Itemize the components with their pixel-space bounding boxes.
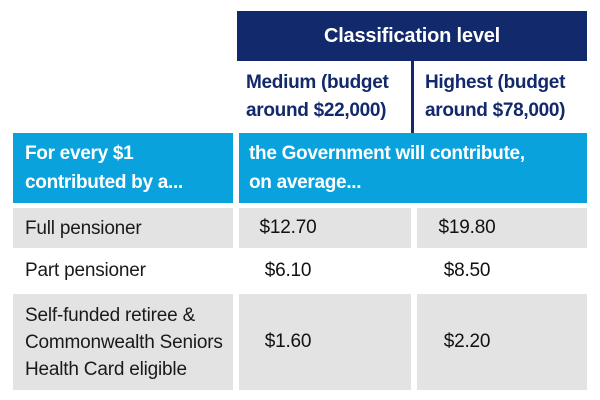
row-label: Part pensioner: [25, 260, 146, 281]
value-part-pensioner-medium: $6.10: [239, 252, 411, 289]
value-text: $6.10: [264, 259, 312, 281]
column-header-medium: Medium (budget around $22,000): [239, 61, 411, 133]
value-text: $1.60: [264, 331, 312, 352]
column-header-medium-line1: Medium (budget: [246, 72, 389, 93]
lead-row-right: the Government will contribute, on avera…: [239, 133, 587, 203]
lead-row-left-line1: For every $1: [25, 143, 134, 164]
lead-row-right-line2: on average...: [249, 172, 362, 193]
column-header-highest-line2: around $78,000): [425, 100, 566, 121]
row-label: Self-funded retiree & Commonwealth Senio…: [25, 304, 223, 380]
value-text: $12.70: [259, 217, 317, 238]
column-header-medium-line2: around $22,000): [246, 100, 387, 121]
table-row-label-self-funded: Self-funded retiree & Commonwealth Senio…: [13, 294, 233, 390]
table-row-label-part-pensioner: Part pensioner: [13, 252, 233, 289]
row-label: Full pensioner: [25, 217, 142, 239]
value-self-funded-highest: $2.20: [417, 294, 587, 390]
value-part-pensioner-highest: $8.50: [417, 252, 587, 289]
lead-row-right-line1: the Government will contribute,: [249, 143, 525, 164]
value-text: $2.20: [443, 331, 491, 352]
value-text: $8.50: [443, 259, 491, 281]
table-row-label-full-pensioner: Full pensioner: [13, 208, 233, 248]
value-text: $19.80: [438, 217, 496, 238]
table-title-text: Classification level: [323, 24, 501, 47]
column-divider: [411, 61, 414, 133]
lead-row-left: For every $1 contributed by a...: [13, 133, 233, 203]
column-header-highest-line1: Highest (budget: [425, 72, 566, 93]
lead-row-left-line2: contributed by a...: [25, 172, 183, 193]
column-header-highest: Highest (budget around $78,000): [417, 61, 587, 133]
table-title: Classification level: [237, 11, 587, 61]
value-self-funded-medium: $1.60: [239, 294, 411, 390]
value-full-pensioner-medium: $12.70: [239, 208, 411, 248]
value-full-pensioner-highest: $19.80: [417, 208, 587, 248]
